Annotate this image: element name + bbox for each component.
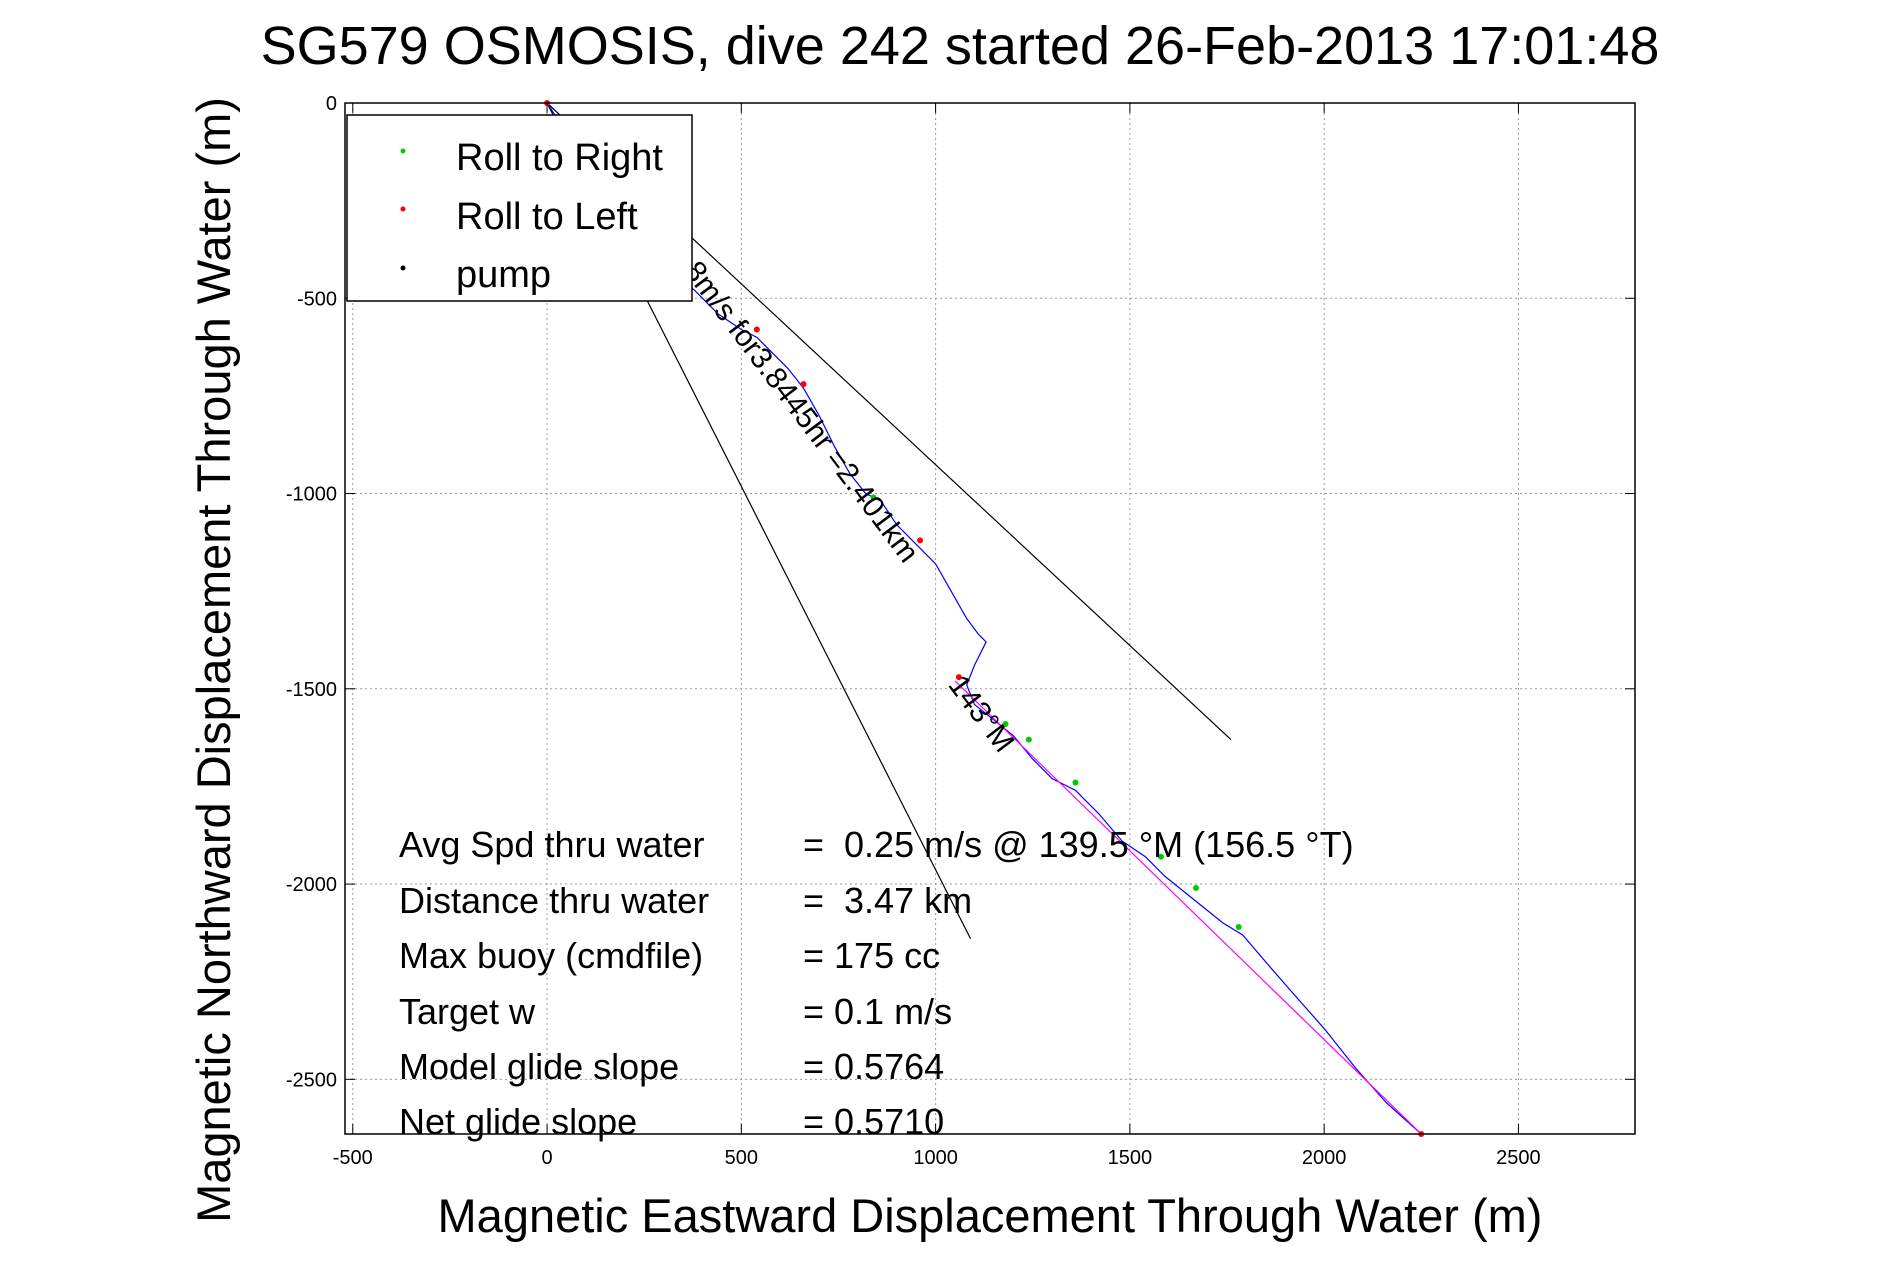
roll-right-point [1072, 779, 1079, 786]
x-tick-label: 0 [541, 1147, 552, 1169]
legend-label-roll-left: Roll to Left [456, 196, 638, 238]
stat-label-target-w: Target w [399, 991, 536, 1032]
legend-marker-roll-left [400, 206, 406, 212]
y-tick-label: -2000 [286, 874, 337, 896]
x-tick-label: 2000 [1302, 1147, 1347, 1169]
stat-value-net-glide: = 0.5710 [803, 1101, 944, 1142]
legend-marker-pump [400, 265, 406, 271]
y-tick-label: -2500 [286, 1069, 337, 1091]
x-tick-label: 1500 [1108, 1147, 1153, 1169]
legend-label-roll-right: Roll to Right [456, 137, 663, 179]
x-tick-label: 2500 [1496, 1147, 1541, 1169]
legend-label-pump: pump [456, 254, 551, 296]
y-axis-label: Magnetic Northward Displacement Through … [187, 97, 240, 1223]
x-tick-label: 500 [725, 1147, 758, 1169]
plot-frame [344, 102, 1636, 1135]
roll-left-point [800, 381, 807, 388]
roll-left-point [753, 326, 760, 333]
y-tick-label: -500 [297, 288, 337, 310]
stat-label-max-buoy: Max buoy (cmdfile) [399, 935, 703, 976]
legend-marker-roll-right [400, 148, 406, 154]
y-tick-label: 0 [326, 93, 337, 115]
roll-right-point [1002, 720, 1009, 727]
roll-right-point [870, 494, 877, 501]
stat-label-net-glide: Net glide slope [399, 1101, 637, 1142]
x-ticks: -500 0 500 1000 1500 2000 2500 [333, 103, 1541, 1169]
stats-block: Avg Spd thru water = 0.25 m/s @ 139.5 °M… [399, 824, 1354, 1142]
roll-left-point [955, 674, 962, 681]
y-tick-label: -1000 [286, 484, 337, 506]
stat-value-avg-spd: = 0.25 m/s @ 139.5 °M (156.5 °T) [803, 824, 1354, 865]
direct-line [954, 680, 1422, 1135]
stat-value-target-w: = 0.1 m/s [803, 991, 952, 1032]
stat-label-distance: Distance thru water [399, 880, 709, 921]
y-ticks: 0 -500 -1000 -1500 -2000 -2500 [286, 93, 1635, 1091]
x-axis-label: Magnetic Eastward Displacement Through W… [438, 1189, 1543, 1242]
stat-label-avg-spd: Avg Spd thru water [399, 824, 705, 865]
roll-left-point [917, 537, 924, 544]
stat-label-model-glide: Model glide slope [399, 1046, 679, 1087]
roll-right-point [1157, 853, 1164, 860]
legend: Roll to Right Roll to Left pump [346, 114, 693, 302]
track-line [546, 102, 1422, 1135]
grid [345, 102, 1635, 1134]
roll-right-point [1025, 736, 1032, 743]
series-layer [546, 102, 1422, 1135]
stat-value-max-buoy: = 175 cc [803, 935, 940, 976]
stat-value-distance: = 3.47 km [803, 880, 972, 921]
x-tick-label: -500 [333, 1147, 373, 1169]
x-tick-label: 1000 [913, 1147, 958, 1169]
stat-value-model-glide: = 0.5764 [803, 1046, 944, 1087]
roll-right-point [1235, 924, 1242, 931]
roll-right-point [1192, 884, 1199, 891]
y-tick-label: -1500 [286, 679, 337, 701]
chart-title: SG579 OSMOSIS, dive 242 started 26-Feb-2… [261, 16, 1660, 76]
